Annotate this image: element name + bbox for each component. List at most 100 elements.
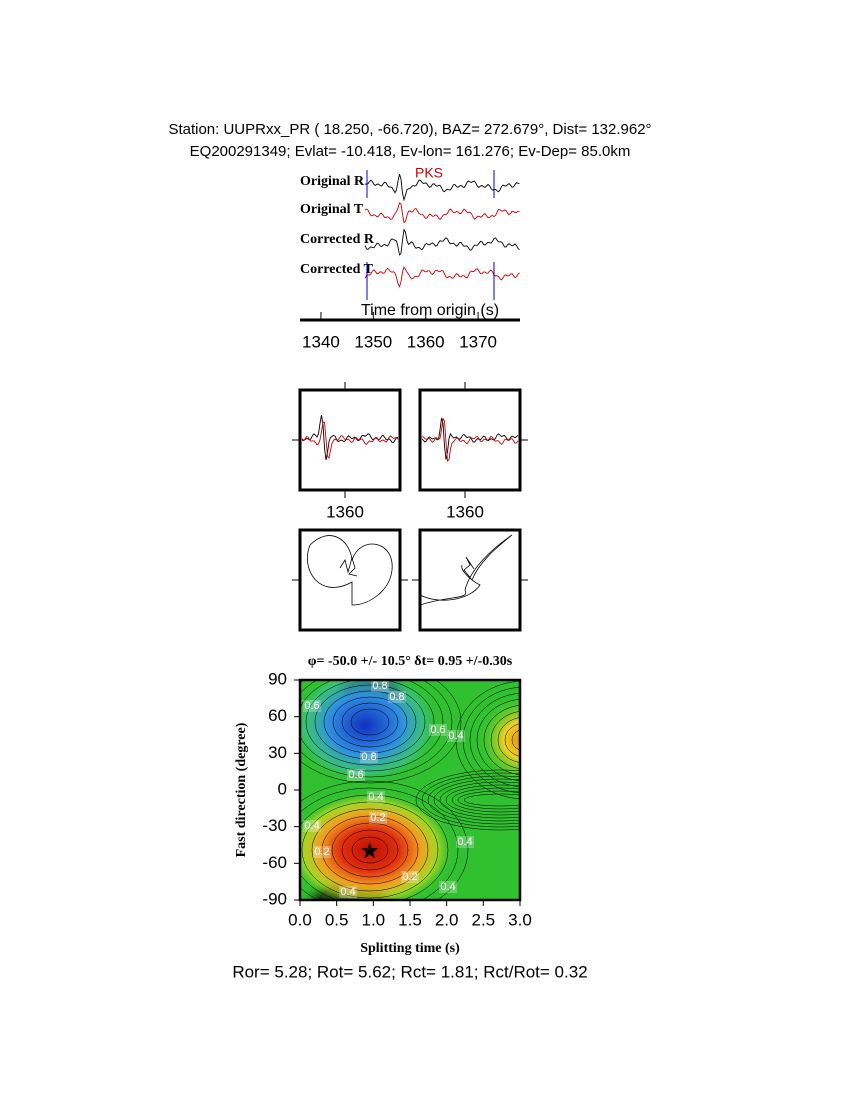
header-line: EQ200291349; Evlat= -10.418, Ev-lon= 161… [190,143,631,160]
contour-line [351,836,389,864]
contour-label-box [303,700,321,712]
contour-label-box [371,680,389,692]
x-tick-label: 1360 [407,332,445,351]
contour-line [433,778,520,822]
particle-motion [307,534,513,606]
y-tick-label: -60 [262,853,287,872]
contour-label: 0.2 [370,812,385,824]
contour-field [300,680,520,900]
contour-label-box [439,881,457,893]
y-tick-label: 60 [268,706,287,725]
contour-label: 0.6 [304,700,319,712]
contour-line [497,717,520,763]
waveform [301,415,399,461]
contour-line [469,692,520,788]
contour-line [511,729,520,751]
waveform [421,417,519,460]
x-tick-label: 1350 [354,332,392,351]
contour-label-box [303,820,321,832]
contour-label: 0.4 [440,881,455,893]
x-tick-label: 0.0 [288,910,312,929]
contour-label: 0.8 [372,680,387,692]
field-blob [300,790,455,900]
contour-line [445,784,520,816]
contour-line [323,690,417,754]
field-blob [477,695,520,785]
trace-label: Corrected T [300,262,374,277]
contour-label: 0.4 [304,820,319,832]
contour-label-box [369,812,387,824]
contour-line [301,801,439,899]
contour-line [350,708,390,736]
crosshair [292,439,528,581]
contour-line [300,794,449,900]
x-tick-label: 0.5 [325,910,349,929]
contour-line [300,680,444,772]
contour-line [300,780,469,900]
contour-label: 0.4 [368,791,383,803]
footer: Ror= 5.28; Rot= 5.62; Rct= 1.81; Rct/Rot… [232,962,587,981]
trace-label: Corrected R [300,232,375,247]
contour-line [457,790,520,810]
contour-label: 0.4 [457,836,472,848]
contour-line [490,711,520,769]
contour-line [421,772,520,828]
y-tick-label: -30 [262,816,287,835]
y-axis-label: Fast direction (degree) [234,722,249,857]
contour-line [483,705,520,775]
waveform [364,228,520,256]
contour-line [451,787,520,813]
waveform [421,417,519,462]
contour-line [476,698,520,782]
contour-label-box [388,691,406,703]
contour-label: 0.2 [402,871,417,883]
field-blob [300,680,440,785]
phase-label: PKS [415,165,443,181]
contour-label-box [367,791,385,803]
contour-label: 0.8 [389,691,404,703]
contour-line [331,822,409,878]
contour-line [305,680,435,766]
waveform [301,421,399,459]
y-tick-label: 30 [268,743,287,762]
contour-line [341,829,399,871]
x-axis-label: Time from origin (s) [361,302,499,319]
contour-label-box [360,751,378,763]
trace-label: Original T [300,202,364,217]
contour-line [341,702,399,742]
contour-label: 0.6 [348,769,363,781]
chart-title: φ= -50.0 +/- 10.5° δt= 0.95 +/-0.30s [308,654,513,669]
contour-line [314,684,426,760]
contour-line [463,793,520,807]
x-tick-label: 2.5 [472,910,496,929]
contour-line [462,686,520,794]
contour-label-box [401,871,419,883]
contour-line [300,680,453,778]
x-tick-label: 1.0 [362,910,386,929]
contour-line [427,775,520,825]
trace-label: Original R [300,174,365,189]
x-tick-label: 2.0 [435,910,459,929]
contour-label-box [347,769,365,781]
contour-label-box [339,886,357,898]
x-axis-label: Splitting time (s) [360,941,460,956]
contour-label-box [429,724,447,736]
y-tick-label: 0 [278,779,287,798]
contour-line [321,815,419,885]
waveform [364,202,520,224]
contour-line [300,787,459,900]
contour-label: 0.8 [361,751,376,763]
contour-label: 0.2 [314,846,329,858]
contour-line [300,680,462,784]
header-line: Station: UUPRxx_PR ( 18.250, -66.720), B… [168,121,651,138]
y-tick-label: 90 [268,669,287,688]
contour-line [455,680,520,800]
x-tick-label: 1340 [302,332,340,351]
best-fit-star [361,842,379,859]
x-tick-label: 1370 [459,332,497,351]
x-tick-label: 1360 [326,502,364,521]
x-tick-label: 1360 [446,502,484,521]
contour-label-box [313,846,331,858]
contour-line [311,808,429,892]
